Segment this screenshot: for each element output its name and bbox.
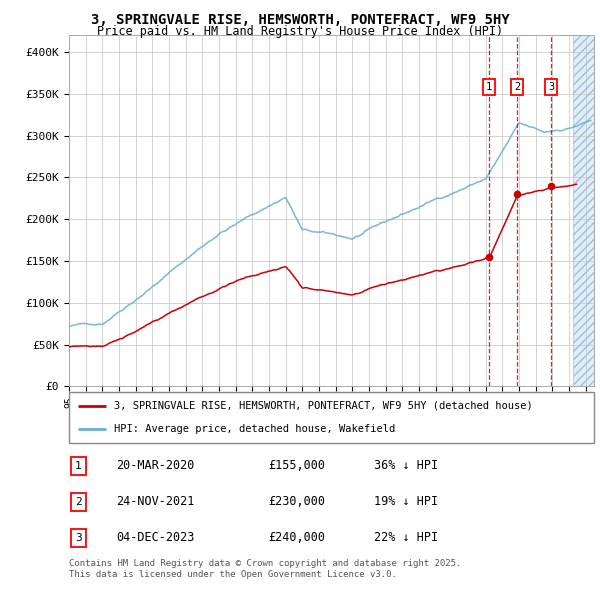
Text: 22% ↓ HPI: 22% ↓ HPI <box>373 532 437 545</box>
Text: 36% ↓ HPI: 36% ↓ HPI <box>373 459 437 472</box>
Text: 3: 3 <box>548 82 554 92</box>
Text: £230,000: £230,000 <box>269 495 325 509</box>
Bar <box>573 35 594 386</box>
Text: 19% ↓ HPI: 19% ↓ HPI <box>373 495 437 509</box>
Text: 2: 2 <box>75 497 82 507</box>
Text: 3, SPRINGVALE RISE, HEMSWORTH, PONTEFRACT, WF9 5HY (detached house): 3, SPRINGVALE RISE, HEMSWORTH, PONTEFRAC… <box>113 401 532 411</box>
Text: 1: 1 <box>486 82 493 92</box>
Bar <box>573 35 594 386</box>
Text: £155,000: £155,000 <box>269 459 325 472</box>
Text: 20-MAR-2020: 20-MAR-2020 <box>116 459 194 472</box>
Text: 24-NOV-2021: 24-NOV-2021 <box>116 495 194 509</box>
Text: 3, SPRINGVALE RISE, HEMSWORTH, PONTEFRACT, WF9 5HY: 3, SPRINGVALE RISE, HEMSWORTH, PONTEFRAC… <box>91 13 509 27</box>
Text: £240,000: £240,000 <box>269 532 325 545</box>
Text: HPI: Average price, detached house, Wakefield: HPI: Average price, detached house, Wake… <box>113 424 395 434</box>
Text: 2: 2 <box>514 82 520 92</box>
Text: 04-DEC-2023: 04-DEC-2023 <box>116 532 194 545</box>
Text: 3: 3 <box>75 533 82 543</box>
Text: Price paid vs. HM Land Registry's House Price Index (HPI): Price paid vs. HM Land Registry's House … <box>97 25 503 38</box>
Text: 1: 1 <box>75 461 82 471</box>
Text: Contains HM Land Registry data © Crown copyright and database right 2025.
This d: Contains HM Land Registry data © Crown c… <box>69 559 461 579</box>
